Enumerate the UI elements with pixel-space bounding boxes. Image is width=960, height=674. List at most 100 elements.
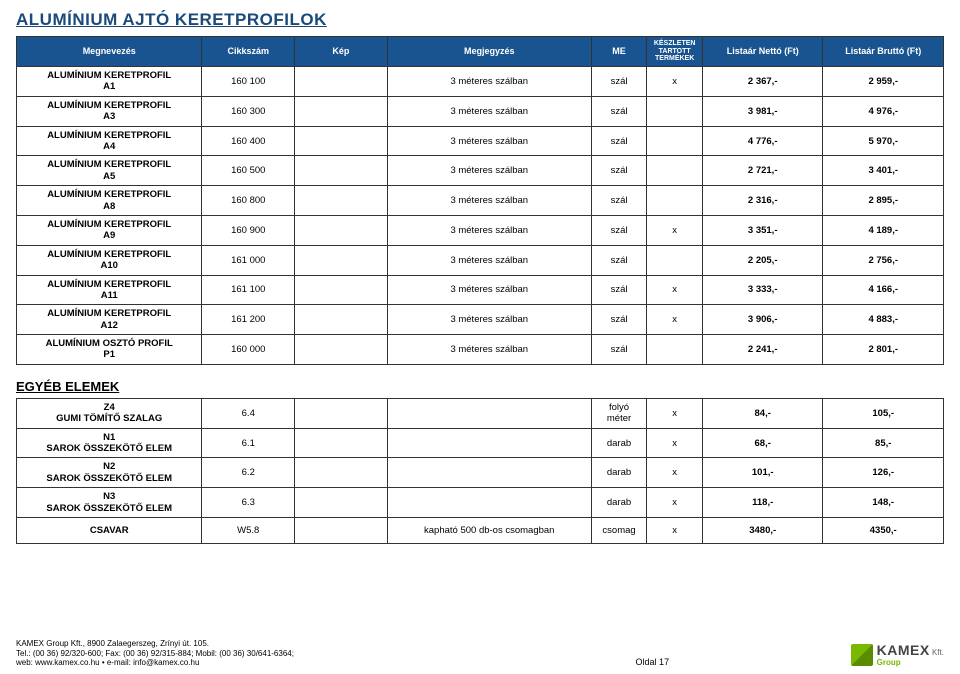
logo-suffix: Kft. (932, 648, 944, 657)
cell: szál (591, 126, 647, 156)
col-image: Kép (295, 37, 388, 67)
cell: x (647, 518, 703, 544)
cell: 85,- (823, 428, 944, 458)
col-net: Listaár Nettó (Ft) (702, 37, 823, 67)
cell (295, 398, 388, 428)
cell: x (647, 428, 703, 458)
cell (647, 96, 703, 126)
cell (295, 156, 388, 186)
cell: 148,- (823, 488, 944, 518)
cell: 2 959,- (823, 67, 944, 97)
col-gross: Listaár Bruttó (Ft) (823, 37, 944, 67)
cell: 6.1 (202, 428, 295, 458)
cell (295, 458, 388, 488)
cell: ALUMÍNIUM OSZTÓ PROFILP1 (17, 335, 202, 365)
cell: szál (591, 67, 647, 97)
cell: 2 721,- (702, 156, 823, 186)
logo-mark-icon (851, 644, 873, 666)
cell: 2 316,- (702, 186, 823, 216)
table-row: ALUMÍNIUM KERETPROFILA3160 3003 méteres … (17, 96, 944, 126)
cell: szál (591, 245, 647, 275)
table-row: CSAVARW5.8kapható 500 db-os csomagbancso… (17, 518, 944, 544)
cell: 160 300 (202, 96, 295, 126)
cell (295, 186, 388, 216)
cell: 161 200 (202, 305, 295, 335)
cell (387, 488, 591, 518)
col-note: Megjegyzés (387, 37, 591, 67)
cell: x (647, 67, 703, 97)
cell (647, 126, 703, 156)
cell: 3 méteres szálban (387, 215, 591, 245)
table-header-row: Megnevezés Cikkszám Kép Megjegyzés ME KÉ… (17, 37, 944, 67)
cell: 160 100 (202, 67, 295, 97)
cell: 2 801,- (823, 335, 944, 365)
cell: 160 000 (202, 335, 295, 365)
cell: 2 241,- (702, 335, 823, 365)
cell: ALUMÍNIUM KERETPROFILA4 (17, 126, 202, 156)
cell: 4 883,- (823, 305, 944, 335)
table-row: ALUMÍNIUM KERETPROFILA4160 4003 méteres … (17, 126, 944, 156)
cell: x (647, 458, 703, 488)
cell: folyóméter (591, 398, 647, 428)
other-table: Z4GUMI TÖMÍTŐ SZALAG6.4folyóméterx84,-10… (16, 398, 944, 544)
cell (295, 67, 388, 97)
cell: 160 500 (202, 156, 295, 186)
cell (295, 215, 388, 245)
col-stock: KÉSZLETEN TARTOTT TERMÉKEK (647, 37, 703, 67)
cell: N1SAROK ÖSSZEKÖTŐ ELEM (17, 428, 202, 458)
cell (295, 305, 388, 335)
cell (295, 126, 388, 156)
cell: ALUMÍNIUM KERETPROFILA11 (17, 275, 202, 305)
cell: 3 méteres szálban (387, 245, 591, 275)
cell (387, 428, 591, 458)
cell: szál (591, 215, 647, 245)
cell: szál (591, 96, 647, 126)
cell: ALUMÍNIUM KERETPROFILA8 (17, 186, 202, 216)
cell: szál (591, 186, 647, 216)
cell: 4 976,- (823, 96, 944, 126)
section2-title: EGYÉB ELEMEK (16, 379, 944, 394)
cell: 3 981,- (702, 96, 823, 126)
cell: ALUMÍNIUM KERETPROFILA3 (17, 96, 202, 126)
cell: x (647, 488, 703, 518)
cell (295, 275, 388, 305)
cell (295, 245, 388, 275)
cell: ALUMÍNIUM KERETPROFILA10 (17, 245, 202, 275)
cell: 2 756,- (823, 245, 944, 275)
cell: 2 367,- (702, 67, 823, 97)
table-row: Z4GUMI TÖMÍTŐ SZALAG6.4folyóméterx84,-10… (17, 398, 944, 428)
cell: 3 méteres szálban (387, 186, 591, 216)
table-row: ALUMÍNIUM OSZTÓ PROFILP1160 0003 méteres… (17, 335, 944, 365)
table-row: ALUMÍNIUM KERETPROFILA9160 9003 méteres … (17, 215, 944, 245)
cell: 5 970,- (823, 126, 944, 156)
cell: 161 000 (202, 245, 295, 275)
cell: 118,- (702, 488, 823, 518)
cell (647, 186, 703, 216)
cell: 161 100 (202, 275, 295, 305)
cell (295, 335, 388, 365)
cell (387, 458, 591, 488)
cell: 2 895,- (823, 186, 944, 216)
table-row: N2SAROK ÖSSZEKÖTŐ ELEM6.2darabx101,-126,… (17, 458, 944, 488)
cell: darab (591, 458, 647, 488)
table-row: ALUMÍNIUM KERETPROFILA1160 1003 méteres … (17, 67, 944, 97)
cell: 101,- (702, 458, 823, 488)
cell: Z4GUMI TÖMÍTŐ SZALAG (17, 398, 202, 428)
table-row: ALUMÍNIUM KERETPROFILA10161 000 3 méteres… (17, 245, 944, 275)
table-row: ALUMÍNIUM KERETPROFILA11161 1003 méteres… (17, 275, 944, 305)
cell (295, 96, 388, 126)
cell: x (647, 215, 703, 245)
cell: 3 333,- (702, 275, 823, 305)
cell: 3 méteres szálban (387, 67, 591, 97)
footer-line3: web: www.kamex.co.hu • e-mail: info@kame… (16, 658, 294, 668)
cell: 6.2 (202, 458, 295, 488)
cell: 126,- (823, 458, 944, 488)
cell (647, 156, 703, 186)
cell: 4 776,- (702, 126, 823, 156)
cell: darab (591, 488, 647, 518)
table-row: ALUMÍNIUM KERETPROFILA12161 2003 méteres… (17, 305, 944, 335)
cell: 68,- (702, 428, 823, 458)
cell: x (647, 305, 703, 335)
col-code: Cikkszám (202, 37, 295, 67)
cell: N3SAROK ÖSSZEKÖTŐ ELEM (17, 488, 202, 518)
